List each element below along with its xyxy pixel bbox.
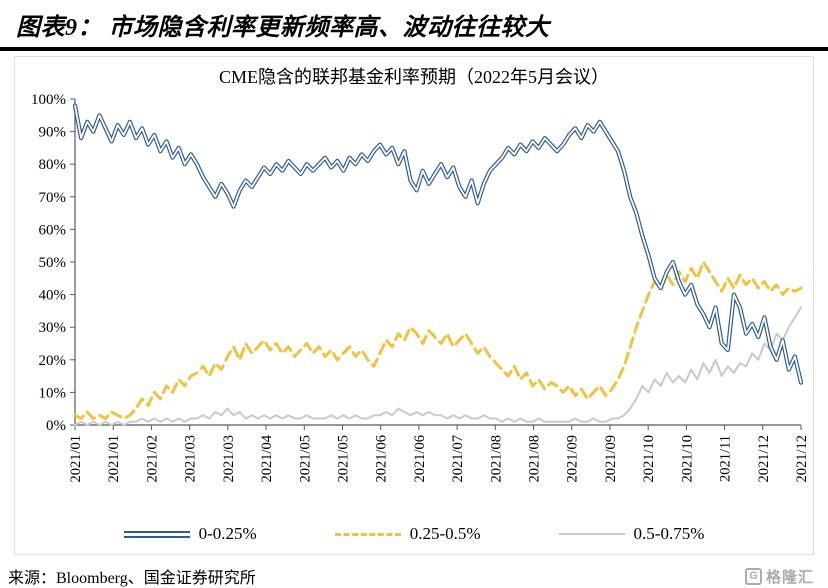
- y-tick-label: 30%: [39, 320, 67, 336]
- x-tick-label: 2021/04: [259, 434, 275, 482]
- x-tick-label: 2021/12: [794, 435, 809, 483]
- x-tick-label: 2021/07: [450, 435, 466, 483]
- legend-item-yellow: 0.25-0.5%: [334, 524, 481, 544]
- x-tick-label: 2021/06: [412, 435, 428, 483]
- x-tick-label: 2021/09: [603, 435, 619, 483]
- y-tick-label: 0%: [46, 418, 66, 434]
- x-tick-label: 2021/08: [488, 435, 504, 483]
- gelonghui-logo-icon: G: [744, 567, 762, 585]
- gelonghui-logo: G 格隆汇: [744, 566, 814, 587]
- x-tick-label: 2021/11: [718, 435, 734, 482]
- figure-title: 图表9： 市场隐含利率更新频率高、波动往往较大: [0, 0, 828, 47]
- series-line-1: [73, 260, 803, 420]
- legend: 0-0.25% 0.25-0.5% 0.5-0.75%: [17, 524, 811, 544]
- x-tick-label: 2021/01: [106, 435, 122, 483]
- legend-label-gray: 0.5-0.75%: [633, 524, 705, 543]
- legend-line-sample-gray: [558, 533, 625, 535]
- title-divider: [0, 47, 828, 51]
- y-tick-label: 70%: [39, 190, 67, 206]
- y-tick-label: 80%: [39, 157, 67, 173]
- line-chart: 0% 10% 20% 30% 40% 50% 60% 70% 80% 90% 100% 2021/01…: [31, 92, 810, 483]
- figure-title-text: 图表9： 市场隐含利率更新频率高、波动往往较大: [16, 15, 550, 41]
- y-tick-label: 90%: [39, 125, 67, 141]
- x-tick-label: 2021/08: [527, 435, 543, 483]
- x-tick-label: 2021/05: [297, 435, 313, 483]
- x-tick-label: 2021/06: [374, 435, 390, 483]
- x-tick-label: 2021/12: [756, 435, 772, 483]
- y-tick-label: 50%: [39, 255, 67, 271]
- x-tick-label: 2021/03: [183, 435, 199, 483]
- legend-item-blue: 0-0.25%: [123, 524, 257, 544]
- x-tick-label: 2021/09: [565, 435, 581, 483]
- y-tick-label: 60%: [39, 222, 67, 238]
- legend-line-sample-yellow: [334, 532, 401, 536]
- y-tick-label: 20%: [39, 353, 67, 369]
- footer: 来源：Bloomberg、国金证券研究所 G 格隆汇: [0, 555, 828, 588]
- chart-container: CME隐含的联邦基金利率预期（2022年5月会议） 0% 10% 20% 30% 40%…: [14, 56, 814, 555]
- x-tick-label: 2021/10: [679, 435, 695, 483]
- y-tick-label: 100%: [31, 92, 66, 108]
- chart-title: CME隐含的联邦基金利率预期（2022年5月会议）: [218, 67, 609, 87]
- legend-label-blue: 0-0.25%: [198, 524, 257, 543]
- series-line-0-outer: [72, 103, 804, 385]
- x-tick-label: 2021/01: [68, 435, 84, 483]
- x-tick-label: 2021/03: [221, 435, 237, 483]
- legend-item-gray: 0.5-0.75%: [558, 524, 705, 544]
- y-tick-label: 40%: [39, 288, 67, 304]
- series-line-0-inner: [74, 104, 802, 384]
- x-tick-label: 2021/05: [335, 435, 351, 483]
- x-tick-label: 2021/10: [641, 435, 657, 483]
- legend-line-sample-blue: [123, 530, 190, 538]
- y-tick-label: 10%: [39, 385, 67, 401]
- series-line-2: [74, 306, 802, 426]
- legend-label-yellow: 0.25-0.5%: [409, 524, 481, 543]
- source-note: 来源：Bloomberg、国金证券研究所: [8, 570, 256, 587]
- x-tick-label: 2021/02: [144, 435, 160, 483]
- gelonghui-logo-text: 格隆汇: [765, 568, 814, 586]
